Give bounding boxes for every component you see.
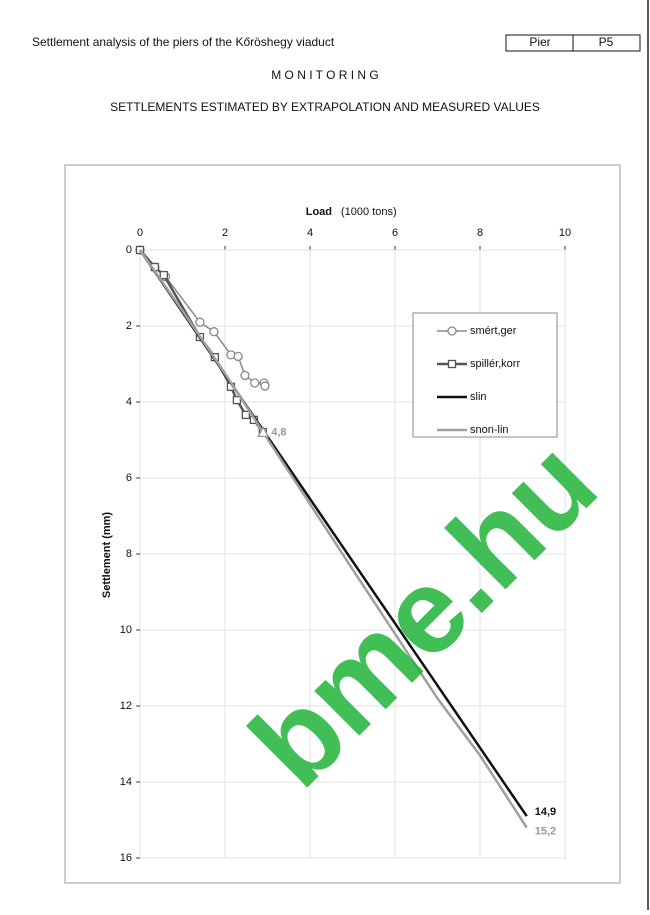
x-tick-label: 6 bbox=[392, 227, 398, 239]
y-axis-label: Settlement (mm) bbox=[101, 512, 113, 599]
annotation: 15,2 bbox=[535, 826, 556, 838]
legend-marker bbox=[448, 327, 456, 335]
section: M O N I T O R I N G bbox=[271, 68, 379, 82]
doc-title: Settlement analysis of the piers of the … bbox=[32, 35, 335, 49]
marker bbox=[160, 272, 167, 279]
marker bbox=[196, 318, 204, 326]
x-tick-label: 0 bbox=[137, 227, 143, 239]
y-tick-label: 2 bbox=[126, 320, 132, 332]
y-tick-label: 16 bbox=[120, 852, 132, 864]
marker bbox=[241, 371, 249, 379]
page: Settlement analysis of the piers of the … bbox=[0, 0, 650, 910]
legend-label: snon-lin bbox=[470, 424, 509, 436]
x-tick-label: 2 bbox=[222, 227, 228, 239]
y-tick-label: 6 bbox=[126, 472, 132, 484]
marker bbox=[261, 382, 269, 390]
marker bbox=[210, 328, 218, 336]
y-tick-label: 12 bbox=[120, 700, 132, 712]
y-tick-label: 10 bbox=[120, 624, 132, 636]
pier-value: P5 bbox=[599, 35, 614, 49]
y-tick-label: 0 bbox=[126, 244, 132, 256]
y-tick-label: 14 bbox=[120, 776, 132, 788]
x-axis-label: Load bbox=[306, 206, 332, 218]
legend-marker bbox=[449, 361, 456, 368]
x-tick-label: 10 bbox=[559, 227, 571, 239]
legend-label: slin bbox=[470, 391, 487, 403]
y-tick-label: 8 bbox=[126, 548, 132, 560]
marker bbox=[234, 352, 242, 360]
y-tick-label: 4 bbox=[126, 396, 132, 408]
marker bbox=[251, 379, 259, 387]
annotation: 14,9 bbox=[535, 806, 556, 818]
marker bbox=[242, 411, 249, 418]
annotation: 4,8 bbox=[271, 426, 286, 438]
legend-label: spillér,korr bbox=[470, 358, 520, 370]
x-axis-unit: (1000 tons) bbox=[341, 206, 397, 218]
legend-label: smért,ger bbox=[470, 325, 517, 337]
subtitle: SETTLEMENTS ESTIMATED BY EXTRAPOLATION A… bbox=[110, 100, 540, 114]
x-tick-label: 4 bbox=[307, 227, 313, 239]
pier-label: Pier bbox=[529, 35, 550, 49]
x-tick-label: 8 bbox=[477, 227, 483, 239]
